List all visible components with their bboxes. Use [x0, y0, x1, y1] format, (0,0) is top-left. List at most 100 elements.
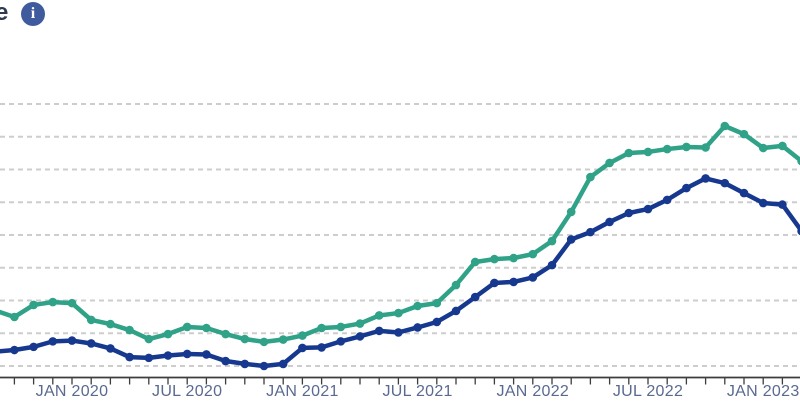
- green-line-marker: [67, 298, 77, 308]
- navy-line-marker: [125, 352, 134, 362]
- green-line-marker: [701, 143, 710, 152]
- green-line-marker: [662, 144, 672, 154]
- navy-line-marker: [48, 337, 58, 346]
- navy-line-marker: [240, 359, 250, 369]
- green-line-marker: [509, 253, 518, 263]
- green-line-marker: [182, 322, 192, 332]
- navy-line-marker: [797, 227, 800, 236]
- navy-line-marker: [355, 332, 365, 341]
- green-line-marker: [739, 129, 749, 139]
- navy-line-marker: [566, 235, 576, 244]
- green-line-marker: [259, 337, 269, 347]
- navy-line-marker: [509, 277, 518, 287]
- info-icon[interactable]: i: [21, 2, 45, 26]
- navy-line-marker: [259, 361, 269, 371]
- x-axis: [0, 376, 800, 385]
- green-line-marker: [566, 207, 576, 217]
- green-line-marker: [355, 319, 365, 328]
- navy-line-marker: [163, 351, 173, 360]
- navy-line-marker: [432, 317, 442, 327]
- navy-line-marker: [336, 337, 346, 346]
- green-line-marker: [48, 297, 58, 307]
- navy-line-marker: [278, 359, 288, 369]
- series-navy-line: [0, 174, 800, 371]
- green-line-marker: [432, 298, 442, 308]
- navy-line-marker: [643, 204, 653, 214]
- navy-line-marker: [701, 174, 710, 183]
- x-axis-label: JUL 2022: [613, 383, 683, 400]
- navy-line-marker: [605, 217, 614, 227]
- green-line-marker: [624, 148, 634, 158]
- navy-line-marker: [221, 356, 230, 366]
- navy-line-marker: [547, 260, 557, 270]
- green-line-marker: [278, 335, 288, 344]
- navy-line-marker: [739, 188, 749, 198]
- navy-line-marker: [451, 306, 461, 316]
- navy-line-marker: [778, 200, 787, 209]
- green-line-marker: [451, 280, 461, 290]
- green-line-marker: [10, 312, 19, 322]
- green-line-marker: [547, 236, 557, 246]
- info-icon-glyph: i: [30, 5, 36, 22]
- x-axis-label: JAN 2022: [496, 383, 569, 400]
- green-line-marker: [336, 322, 346, 332]
- x-axis-label: JUL 2021: [382, 383, 452, 400]
- navy-line-marker: [144, 353, 154, 363]
- navy-line-marker: [29, 342, 38, 352]
- page-title-fragment: e: [0, 0, 9, 26]
- navy-line-marker: [490, 278, 499, 288]
- navy-line-marker: [317, 343, 326, 352]
- green-line-marker: [106, 319, 115, 329]
- green-line-marker: [490, 254, 499, 264]
- x-axis-label: JAN 2021: [266, 383, 339, 400]
- green-line-marker: [778, 141, 787, 151]
- navy-line-marker: [470, 292, 480, 302]
- green-line-marker: [86, 315, 96, 325]
- navy-line-marker: [413, 323, 422, 332]
- green-line-marker: [470, 257, 480, 267]
- navy-line-marker: [67, 336, 77, 345]
- green-line-marker: [221, 329, 230, 339]
- navy-line-marker: [10, 345, 19, 355]
- green-line-marker: [797, 157, 800, 166]
- navy-line-marker: [182, 349, 192, 359]
- green-line-marker: [586, 172, 595, 182]
- navy-line-marker: [202, 350, 211, 359]
- navy-line-marker: [682, 183, 691, 193]
- navy-line-marker: [586, 227, 595, 237]
- green-line-marker: [413, 301, 422, 311]
- chart-header: e i: [0, 0, 300, 30]
- navy-line-marker: [720, 178, 730, 188]
- navy-line-marker: [86, 339, 96, 348]
- green-line-marker: [605, 158, 614, 168]
- navy-line-marker: [298, 343, 307, 353]
- navy-line-marker: [758, 198, 768, 208]
- x-axis-labels: JAN 2020 JUL 2020 JAN 2021 JUL 2021 JAN 2022…: [36, 383, 800, 400]
- navy-line-marker: [528, 273, 538, 282]
- navy-line-marker: [662, 195, 672, 205]
- green-line-marker: [298, 331, 307, 340]
- x-axis-label: JAN 2020: [36, 383, 109, 400]
- green-line-marker: [202, 323, 211, 333]
- green-line-marker: [682, 142, 691, 152]
- green-line-marker: [163, 329, 173, 339]
- green-line-marker: [720, 121, 730, 131]
- green-line-marker: [125, 325, 134, 335]
- navy-line-marker: [374, 326, 384, 336]
- navy-line-marker: [394, 328, 403, 337]
- navy-line-path: [0, 176, 800, 369]
- navy-line-marker: [106, 344, 115, 353]
- green-line-marker: [374, 311, 384, 320]
- green-line-marker: [528, 249, 538, 259]
- green-line-marker: [144, 334, 154, 344]
- green-line-marker: [317, 323, 326, 333]
- green-line-marker: [240, 334, 250, 344]
- series-green-line: [0, 121, 800, 347]
- green-line-marker: [29, 300, 38, 310]
- green-line-marker: [758, 143, 768, 153]
- x-axis-label: JUL 2020: [152, 383, 222, 400]
- green-line-marker: [394, 308, 403, 318]
- navy-line-marker: [624, 208, 634, 218]
